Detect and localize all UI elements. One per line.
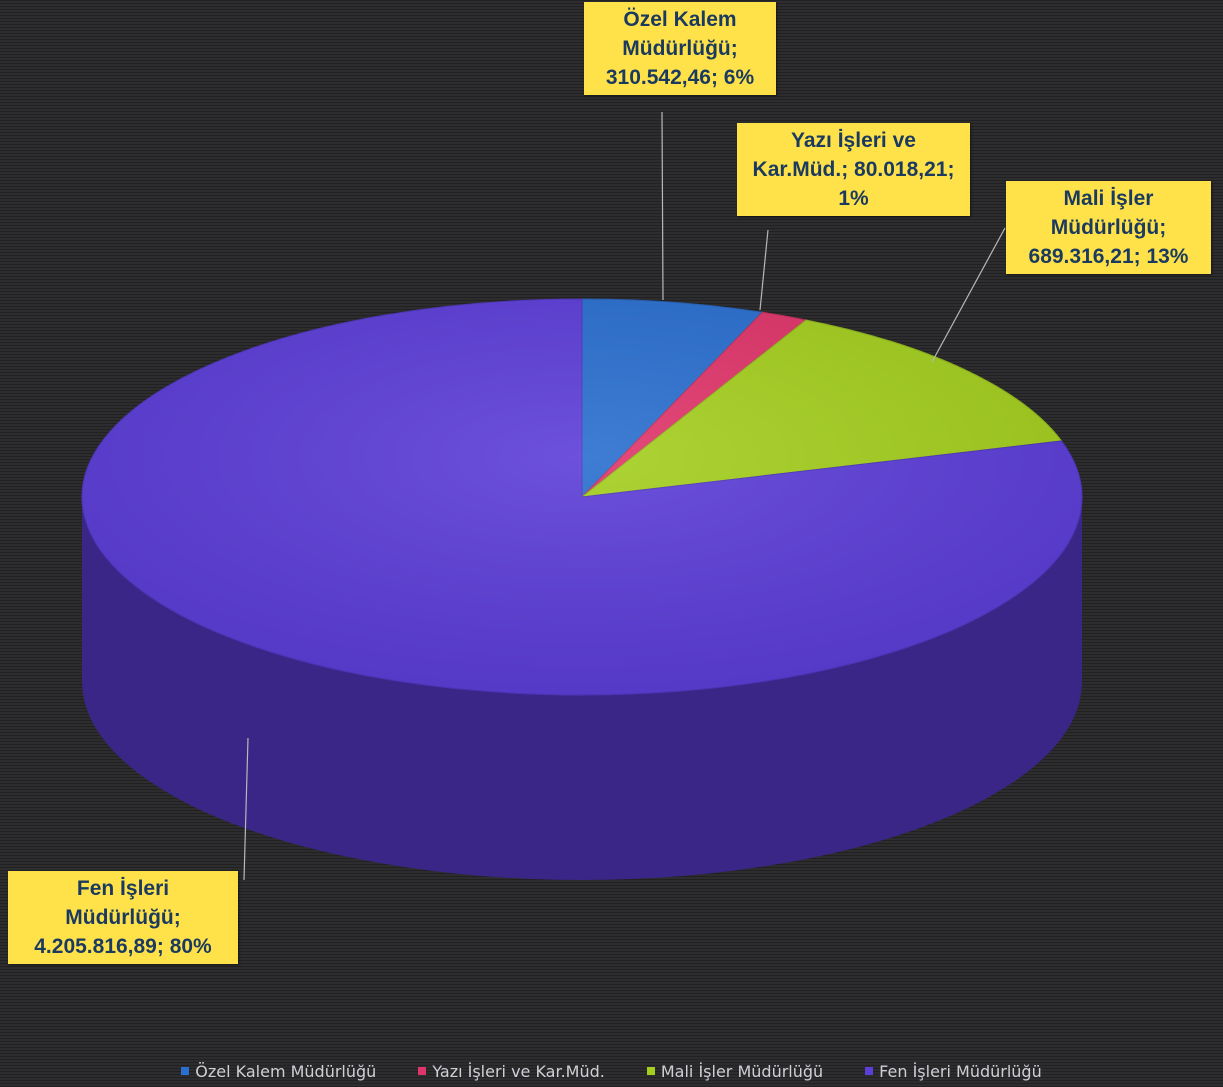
legend: Özel Kalem Müdürlüğü Yazı İşleri ve Kar.M… [0, 1058, 1223, 1084]
legend-item-2: Mali İşler Müdürlüğü [646, 1058, 824, 1084]
legend-label: Özel Kalem Müdürlüğü [195, 1061, 377, 1081]
data-label-line: Müdürlüğü; [1050, 216, 1167, 239]
legend-item-1: Yazı İşleri ve Kar.Müd. [418, 1058, 605, 1084]
data-label-line: Fen İşleri [76, 877, 170, 900]
legend-item-0: Özel Kalem Müdürlüğü [181, 1058, 376, 1084]
legend-swatch [646, 1067, 655, 1075]
data-label-line: Yazı İşleri ve [791, 129, 916, 152]
data-label-line: 689.316,21; 13% [1028, 245, 1189, 268]
leader-line-0 [661, 111, 664, 301]
data-label-line: 1% [838, 187, 869, 210]
data-label-line: Müdürlüğü; [65, 906, 181, 929]
legend-item-3: Fen İşleri Müdürlüğü [865, 1058, 1042, 1084]
legend-label: Mali İşler Müdürlüğü [660, 1061, 824, 1081]
legend-label: Fen İşleri Müdürlüğü [879, 1061, 1042, 1081]
legend-swatch [865, 1067, 874, 1075]
data-label-line: Kar.Müd.; 80.018,21; [752, 158, 955, 181]
data-label-2: Mali İşler Müdürlüğü; 689.316,21; 13% [1006, 181, 1211, 274]
data-label-0: Özel Kalem Müdürlüğü; 310.542,46; 6% [584, 2, 776, 95]
data-label-line: 310.542,46; 6% [605, 66, 755, 89]
data-label-3: Fen İşleri Müdürlüğü; 4.205.816,89; 80% [8, 871, 238, 964]
data-label-1: Yazı İşleri ve Kar.Müd.; 80.018,21; 1% [737, 123, 970, 216]
data-label-line: 4.205.816,89; 80% [34, 935, 212, 958]
pie-side-3 [82, 497, 1082, 880]
leader-line-1 [759, 229, 769, 311]
legend-swatch [418, 1067, 427, 1075]
data-label-line: Özel Kalem [623, 8, 737, 31]
data-label-line: Müdürlüğü; [622, 37, 738, 60]
leader-line-3 [243, 737, 249, 881]
legend-swatch [181, 1067, 190, 1075]
data-label-line: Mali İşler [1063, 187, 1154, 210]
leader-line-2 [931, 227, 1006, 363]
legend-label: Yazı İşleri ve Kar.Müd. [432, 1061, 605, 1081]
